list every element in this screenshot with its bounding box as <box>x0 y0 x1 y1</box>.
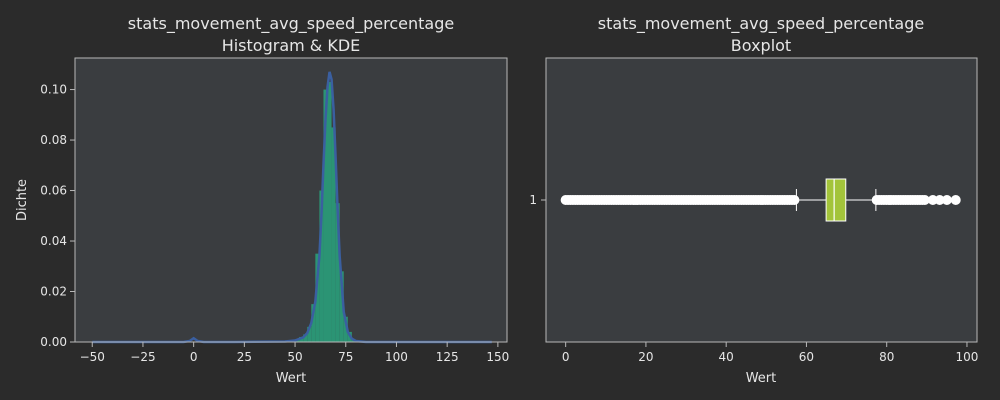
hist-x-tick-label: 125 <box>436 350 459 364</box>
hist-plot-area <box>75 58 507 342</box>
box-elements <box>560 178 961 222</box>
hist-x-tick-label: 25 <box>237 350 252 364</box>
box-title-line1: stats_movement_avg_speed_percentage <box>598 14 924 34</box>
hist-axes-frame <box>74 57 508 343</box>
hist-bar <box>311 304 316 342</box>
hist-bars <box>295 81 356 342</box>
hist-y-axis: 0.00 0.02 0.04 0.06 0.08 0.10 <box>40 83 75 349</box>
hist-bar <box>319 190 324 342</box>
hist-x-tick-label: 50 <box>287 350 302 364</box>
boxplot-panel: stats_movement_avg_speed_percentage Boxp… <box>529 14 978 386</box>
box-x-tick-label: 100 <box>956 350 979 364</box>
box-flier-high <box>950 195 961 205</box>
box-x-axis: 0 20 40 60 80 100 <box>562 342 979 364</box>
hist-x-tick-label: 0 <box>190 350 198 364</box>
box-x-tick-label: 40 <box>719 350 734 364</box>
box-x-tick-label: 20 <box>638 350 653 364</box>
hist-x-tick-label: −50 <box>80 350 105 364</box>
box-flier-high <box>941 195 952 205</box>
hist-x-tick-label: −25 <box>130 350 155 364</box>
hist-y-tick-label: 0.02 <box>40 285 67 299</box>
box-flier-high <box>919 195 930 205</box>
hist-bar <box>335 203 340 342</box>
hist-x-axis: −50 −25 0 25 50 75 100 125 150 <box>80 342 509 364</box>
hist-y-tick-label: 0.00 <box>40 335 67 349</box>
histogram-panel: stats_movement_avg_speed_percentage Hist… <box>15 14 509 386</box>
box-y-tick-label: 1 <box>529 193 537 207</box>
hist-x-tick-label: 75 <box>338 350 353 364</box>
hist-title-line2: Histogram & KDE <box>222 36 361 55</box>
hist-bar <box>323 89 328 342</box>
hist-bar <box>315 253 320 342</box>
box-flier-high <box>934 195 945 205</box>
hist-x-tick-label: 100 <box>385 350 408 364</box>
hist-title-line1: stats_movement_avg_speed_percentage <box>128 14 454 34</box>
hist-y-tick-label: 0.04 <box>40 234 67 248</box>
hist-y-tick-label: 0.10 <box>40 83 67 97</box>
box-flier-low <box>789 195 800 205</box>
hist-bar <box>327 81 332 342</box>
hist-bar <box>343 316 348 342</box>
hist-bar <box>307 326 312 342</box>
box-iqr <box>825 178 847 222</box>
hist-bar <box>339 271 344 342</box>
hist-y-tick-label: 0.08 <box>40 133 67 147</box>
box-x-tick-label: 60 <box>799 350 814 364</box>
box-y-axis: 1 <box>529 193 546 207</box>
hist-y-tick-label: 0.06 <box>40 184 67 198</box>
hist-ylabel: Dichte <box>15 179 30 221</box>
box-x-tick-label: 0 <box>562 350 570 364</box>
hist-bar <box>331 127 336 342</box>
box-x-tick-label: 80 <box>879 350 894 364</box>
box-title-line2: Boxplot <box>731 36 791 55</box>
hist-x-tick-label: 150 <box>486 350 509 364</box>
hist-bar <box>303 334 308 342</box>
hist-xlabel: Wert <box>276 371 307 386</box>
kde-line <box>92 71 492 344</box>
box-xlabel: Wert <box>746 371 777 386</box>
